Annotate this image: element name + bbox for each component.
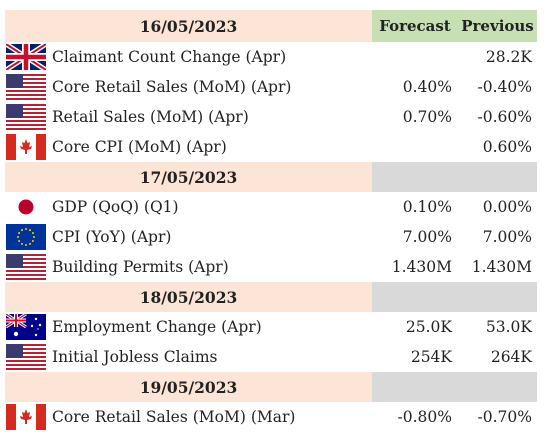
event-row[interactable]: Core Retail Sales (MoM) (Apr) 0.40% -0.4…	[5, 72, 537, 102]
event-row[interactable]: Core Retail Sales (MoM) (Mar) -0.80% -0.…	[5, 402, 537, 432]
forecast-value: 1.430M	[391, 258, 452, 276]
previous-value: 53.0K	[485, 318, 532, 336]
canada-flag-icon	[6, 134, 46, 160]
forecast-value: 7.00%	[402, 228, 452, 246]
event-name: Retail Sales (MoM) (Apr)	[52, 108, 249, 126]
event-name: CPI (YoY) (Apr)	[52, 228, 172, 246]
event-row[interactable]: Initial Jobless Claims 254K 264K	[5, 342, 537, 372]
date-label: 17/05/2023	[5, 162, 372, 192]
event-name: Employment Change (Apr)	[52, 318, 262, 336]
japan-flag-icon	[6, 194, 46, 220]
date-label: 18/05/2023	[5, 282, 372, 312]
day-header: 16/05/2023 Forecast Previous	[5, 10, 537, 42]
event-name: Core Retail Sales (MoM) (Mar)	[52, 408, 296, 426]
previous-value: -0.40%	[477, 78, 532, 96]
event-name: GDP (QoQ) (Q1)	[52, 198, 179, 216]
header-spacer	[372, 372, 537, 402]
previous-value: 0.60%	[482, 138, 532, 156]
us-flag-icon	[6, 254, 46, 280]
event-name: Initial Jobless Claims	[52, 348, 218, 366]
event-row[interactable]: Employment Change (Apr) 25.0K 53.0K	[5, 312, 537, 342]
previous-value: 1.430M	[471, 258, 532, 276]
previous-value: -0.60%	[477, 108, 532, 126]
event-name: Core CPI (MoM) (Apr)	[52, 138, 227, 156]
previous-column-header: Previous	[458, 10, 537, 42]
event-row[interactable]: Core CPI (MoM) (Apr) 0.60%	[5, 132, 537, 162]
event-name: Claimant Count Change (Apr)	[52, 48, 287, 66]
forecast-value: 0.10%	[402, 198, 452, 216]
economic-calendar: 16/05/2023 Forecast Previous Claimant Co…	[5, 10, 537, 432]
event-row[interactable]: Building Permits (Apr) 1.430M 1.430M	[5, 252, 537, 282]
day-header: 19/05/2023	[5, 372, 537, 402]
event-name: Building Permits (Apr)	[52, 258, 229, 276]
header-spacer	[372, 282, 537, 312]
previous-value: -0.70%	[477, 408, 532, 426]
event-name: Core Retail Sales (MoM) (Apr)	[52, 78, 292, 96]
event-row[interactable]: Retail Sales (MoM) (Apr) 0.70% -0.60%	[5, 102, 537, 132]
event-row[interactable]: GDP (QoQ) (Q1) 0.10% 0.00%	[5, 192, 537, 222]
day-header: 18/05/2023	[5, 282, 537, 312]
us-flag-icon	[6, 74, 46, 100]
previous-value: 28.2K	[485, 48, 532, 66]
previous-value: 0.00%	[482, 198, 532, 216]
date-label: 16/05/2023	[5, 10, 372, 42]
eu-flag-icon	[6, 224, 46, 250]
forecast-column-header: Forecast	[372, 10, 458, 42]
header-spacer	[372, 162, 537, 192]
forecast-value: 0.40%	[402, 78, 452, 96]
forecast-value: 254K	[410, 348, 452, 366]
date-label: 19/05/2023	[5, 372, 372, 402]
forecast-value: 25.0K	[405, 318, 452, 336]
event-row[interactable]: Claimant Count Change (Apr) 28.2K	[5, 42, 537, 72]
forecast-value: -0.80%	[397, 408, 452, 426]
event-row[interactable]: CPI (YoY) (Apr) 7.00% 7.00%	[5, 222, 537, 252]
us-flag-icon	[6, 104, 46, 130]
day-header: 17/05/2023	[5, 162, 537, 192]
previous-value: 7.00%	[482, 228, 532, 246]
forecast-value: 0.70%	[402, 108, 452, 126]
uk-flag-icon	[6, 44, 46, 70]
us-flag-icon	[6, 344, 46, 370]
canada-flag-icon	[6, 404, 46, 430]
previous-value: 264K	[490, 348, 532, 366]
australia-flag-icon	[6, 314, 46, 340]
